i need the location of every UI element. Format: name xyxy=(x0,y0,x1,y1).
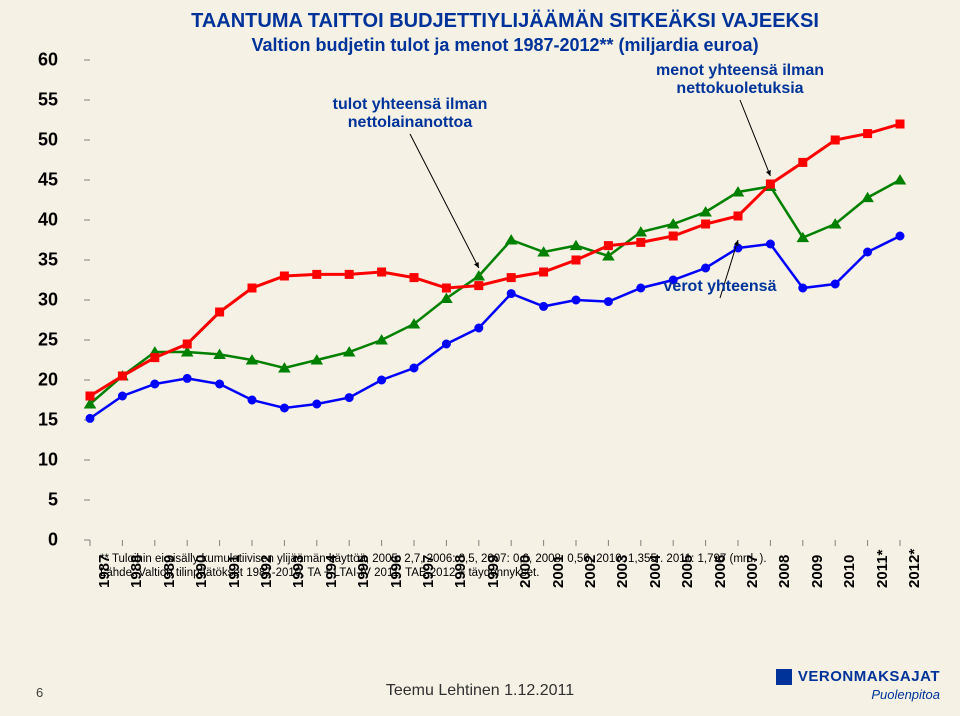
ytick-label: 0 xyxy=(18,530,58,551)
chart-annotation: verot yhteensä xyxy=(630,278,810,296)
ytick-label: 50 xyxy=(18,130,58,151)
chart-annotation: menot yhteensä ilmannettokuoletuksia xyxy=(630,62,850,99)
ytick-label: 55 xyxy=(18,90,58,111)
logo-square-icon xyxy=(776,669,792,685)
ytick-label: 20 xyxy=(18,370,58,391)
footnote: ** Tuloihin ei sisälly kumulatiivisen yl… xyxy=(100,552,880,581)
ytick-label: 10 xyxy=(18,450,58,471)
chart-annotation: tulot yhteensä ilmannettolainanottoa xyxy=(300,96,520,133)
footnote-line1: ** Tuloihin ei sisälly kumulatiivisen yl… xyxy=(100,552,880,566)
slide: TAANTUMA TAITTOI BUDJETTIYLIJÄÄMÄN SITKE… xyxy=(0,0,960,716)
ytick-label: 45 xyxy=(18,170,58,191)
ytick-label: 30 xyxy=(18,290,58,311)
logo-top: VERONMAKSAJAT xyxy=(776,668,940,685)
logo-text-sub: Puolenpitoa xyxy=(776,687,940,702)
xtick-label: 2012* xyxy=(906,549,923,588)
logo: VERONMAKSAJAT Puolenpitoa xyxy=(776,668,940,702)
logo-text-main: VERONMAKSAJAT xyxy=(798,668,940,685)
ytick-label: 25 xyxy=(18,330,58,351)
ytick-label: 60 xyxy=(18,50,58,71)
ytick-label: 40 xyxy=(18,210,58,231)
footnote-line2: Lähde: Valtion tilinpäätökset 1987-2010,… xyxy=(100,566,880,580)
ytick-label: 35 xyxy=(18,250,58,271)
ytick-label: 15 xyxy=(18,410,58,431)
ytick-label: 5 xyxy=(18,490,58,511)
